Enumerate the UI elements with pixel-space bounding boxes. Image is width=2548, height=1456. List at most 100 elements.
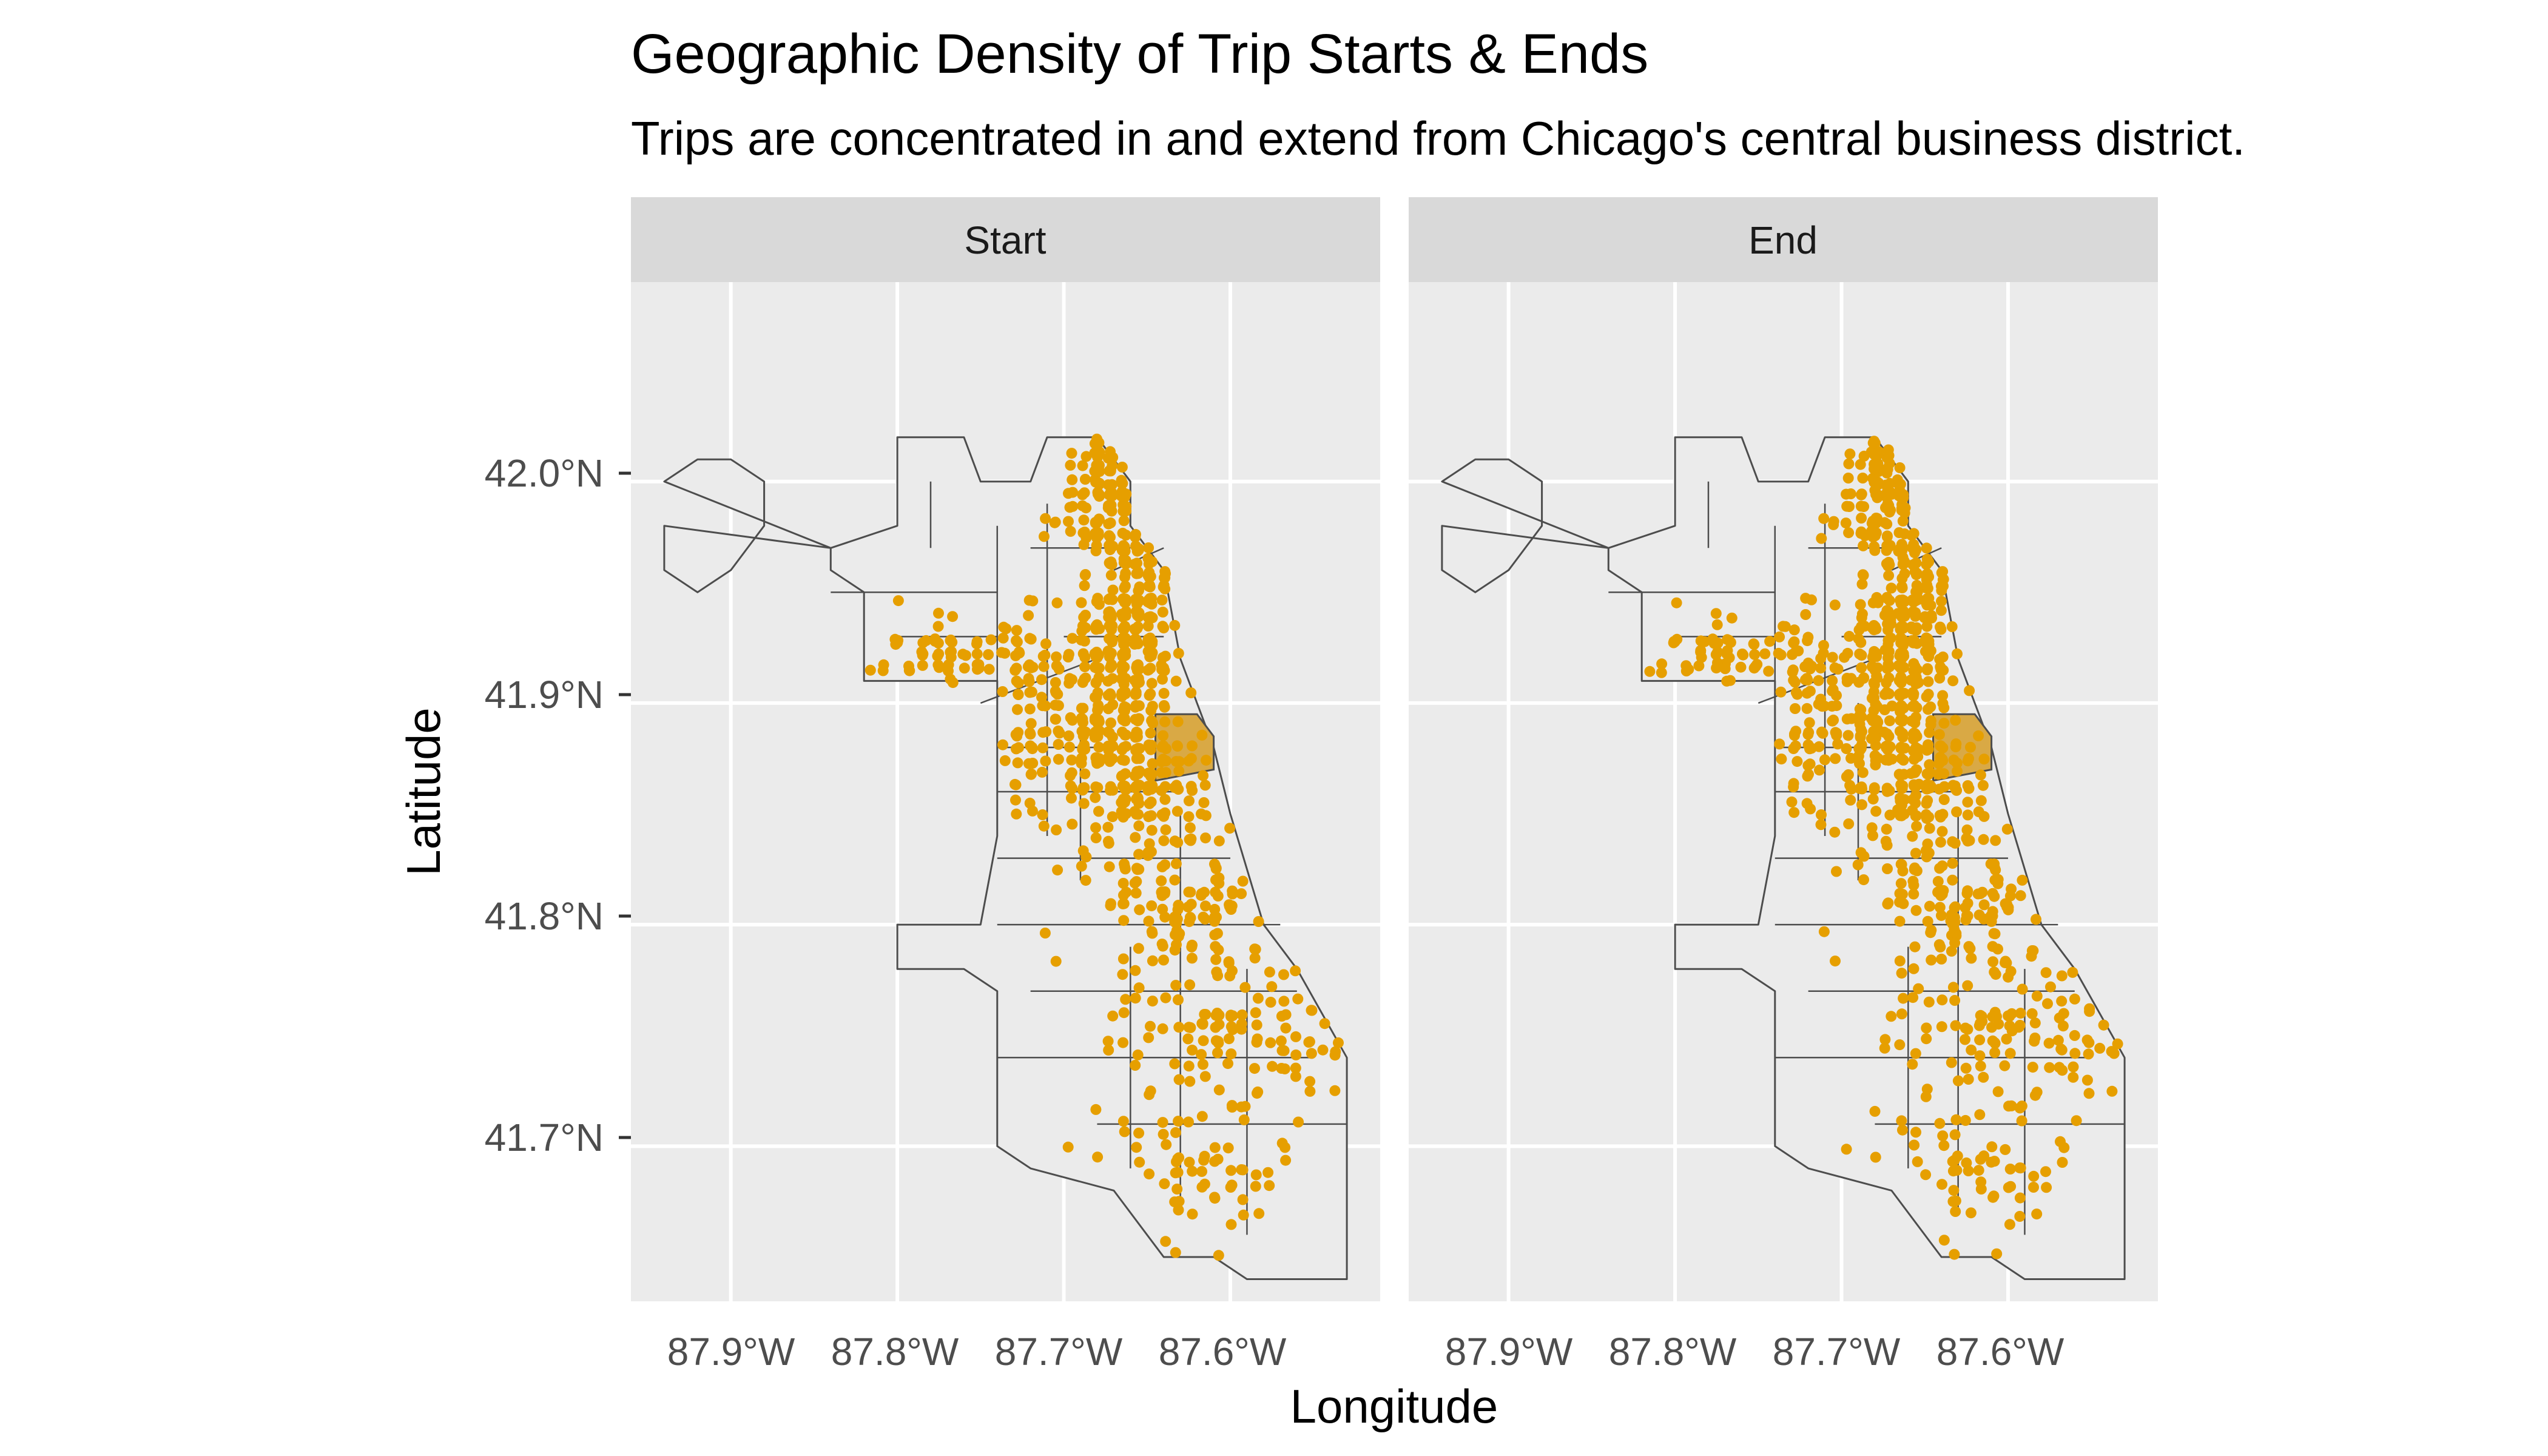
trip-point xyxy=(1952,1075,1964,1087)
trip-point xyxy=(1856,488,1867,500)
trip-point xyxy=(1989,1037,2001,1049)
trip-point xyxy=(1788,778,1799,789)
trip-point xyxy=(1855,637,1867,648)
trip-point xyxy=(1881,518,1893,530)
x-tick-label: 87.7°W xyxy=(1773,1330,1901,1373)
trip-point xyxy=(1156,767,1167,778)
trip-point xyxy=(1920,1169,1932,1181)
trip-point xyxy=(2014,1102,2026,1114)
trip-point xyxy=(1950,741,1961,752)
trip-point xyxy=(1871,592,1882,603)
trip-point xyxy=(1238,1209,1249,1221)
trip-point xyxy=(1159,794,1171,805)
trip-point xyxy=(1936,860,1948,872)
trip-point xyxy=(1094,725,1105,736)
trip-point xyxy=(1884,715,1895,727)
trip-point xyxy=(1170,1247,1181,1258)
trip-point xyxy=(1144,798,1155,809)
trip-point xyxy=(1225,1165,1237,1176)
trip-point xyxy=(1882,863,1893,874)
trip-point xyxy=(1818,926,1830,937)
trip-point xyxy=(2057,1157,2068,1168)
trip-point xyxy=(1158,1128,1169,1140)
trip-point xyxy=(1131,636,1143,648)
trip-point xyxy=(1119,544,1130,556)
trip-point xyxy=(2014,1192,2026,1204)
trip-point xyxy=(1879,1034,1891,1045)
trip-point xyxy=(1104,688,1116,699)
trip-point xyxy=(1935,942,1946,952)
trip-point xyxy=(1156,809,1168,820)
trip-point xyxy=(1856,711,1867,723)
trip-point xyxy=(1881,823,1892,835)
trip-point xyxy=(1937,742,1949,753)
trip-point xyxy=(1080,569,1091,580)
trip-point xyxy=(1881,687,1892,698)
trip-point xyxy=(2014,1162,2026,1174)
trip-point xyxy=(1144,1089,1155,1100)
trip-point xyxy=(1330,1046,1341,1057)
trip-point xyxy=(933,648,945,659)
trip-point xyxy=(1105,531,1116,543)
trip-point xyxy=(1804,717,1815,729)
trip-point xyxy=(1867,830,1878,841)
trip-point xyxy=(889,633,901,645)
trip-point xyxy=(1158,687,1170,699)
trip-point xyxy=(1910,557,1922,568)
trip-point xyxy=(1895,858,1907,870)
trip-point xyxy=(1870,806,1882,817)
trip-point xyxy=(1120,794,1131,805)
trip-point xyxy=(1142,636,1154,647)
trip-point xyxy=(1172,837,1184,848)
trip-point xyxy=(1870,1151,1881,1163)
trip-point xyxy=(1855,459,1866,470)
trip-point xyxy=(1816,809,1827,820)
trip-point xyxy=(997,686,1008,697)
trip-point xyxy=(1171,806,1183,817)
trip-point xyxy=(1962,980,1973,991)
trip-point xyxy=(1696,652,1707,663)
trip-point xyxy=(1951,1165,1963,1176)
trip-point xyxy=(1911,810,1922,821)
trip-point xyxy=(1076,597,1087,608)
trip-point xyxy=(1977,780,1989,791)
trip-point xyxy=(1089,715,1100,726)
trip-point xyxy=(1804,686,1816,697)
trip-point xyxy=(1133,809,1144,820)
trip-point xyxy=(2068,1071,2079,1083)
trip-point xyxy=(2005,1181,2017,1192)
facet-label-end: End xyxy=(1748,218,1818,262)
trip-point xyxy=(1910,1048,1921,1059)
trip-point xyxy=(1844,780,1856,791)
trip-point xyxy=(1815,662,1827,674)
trip-point xyxy=(1025,662,1037,673)
trip-point xyxy=(1117,527,1128,539)
trip-point xyxy=(1090,517,1101,528)
trip-point xyxy=(1160,992,1171,1003)
trip-point xyxy=(1960,914,1972,926)
trip-point xyxy=(1978,899,1990,911)
trip-point xyxy=(1656,667,1667,678)
trip-point xyxy=(1107,633,1118,645)
trip-point xyxy=(1173,765,1185,777)
y-tick-label: 41.8°N xyxy=(485,894,604,938)
trip-point xyxy=(1867,794,1879,805)
trip-point xyxy=(1117,477,1128,489)
trip-point xyxy=(1962,809,1973,821)
trip-point xyxy=(1947,874,1958,886)
trip-point xyxy=(1804,743,1815,755)
trip-point xyxy=(1158,954,1169,966)
trip-point xyxy=(2000,1144,2011,1155)
trip-point xyxy=(1815,819,1827,831)
trip-point xyxy=(1854,783,1866,794)
trip-point xyxy=(1974,1050,1986,1062)
trip-point xyxy=(1080,875,1091,886)
trip-point xyxy=(1145,1020,1156,1032)
trip-point xyxy=(1131,622,1143,634)
trip-point xyxy=(1898,755,1909,766)
trip-point xyxy=(1092,782,1104,794)
trip-point xyxy=(1978,753,1990,765)
trip-point xyxy=(1161,1139,1172,1150)
trip-point xyxy=(1224,900,1235,912)
trip-point xyxy=(1170,980,1182,991)
